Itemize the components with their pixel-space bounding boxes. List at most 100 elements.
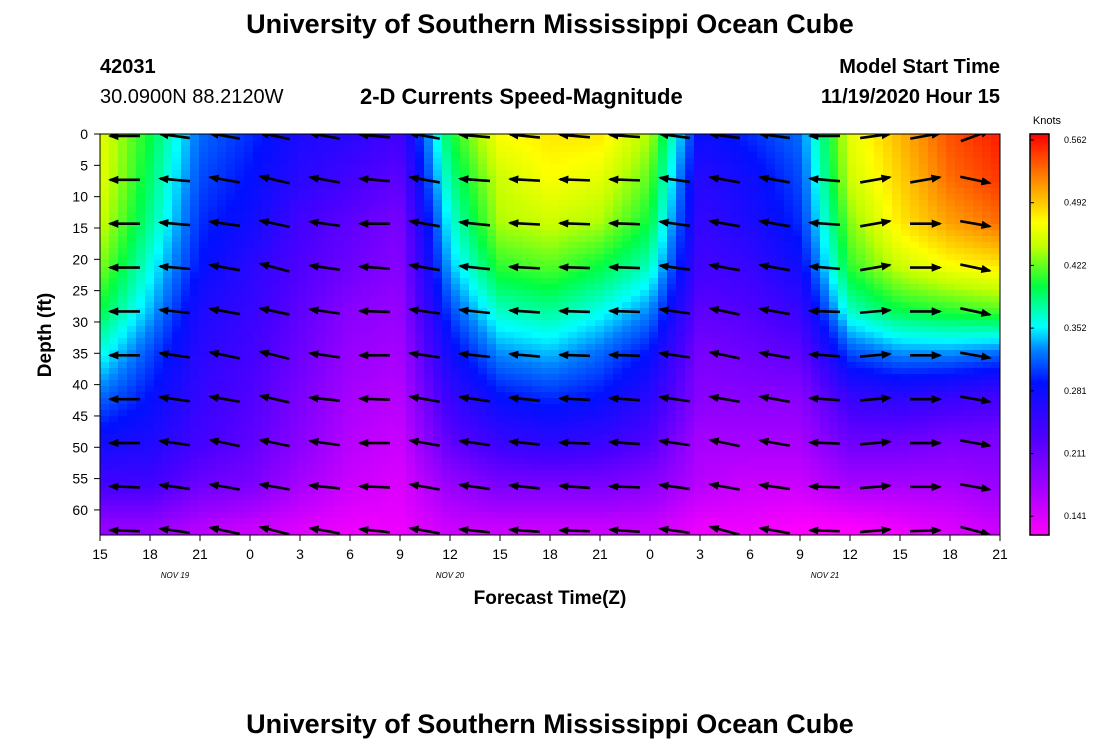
current-vector [859, 526, 893, 535]
current-vector [557, 219, 591, 228]
current-vector [807, 438, 841, 447]
current-vector [208, 349, 240, 360]
current-vector [960, 351, 992, 361]
current-vector [708, 437, 740, 448]
current-vector [658, 218, 691, 228]
current-vector [158, 134, 191, 140]
current-vector [860, 218, 892, 228]
y-tick-label: 15 [72, 220, 88, 236]
current-vector [960, 175, 992, 186]
footer-title: University of Southern Mississippi Ocean… [246, 709, 854, 739]
current-vectors [107, 134, 992, 535]
colorbar-tick-label: 0.562 [1064, 135, 1087, 145]
current-vector [607, 526, 641, 535]
current-vector [557, 175, 591, 184]
current-vector [158, 306, 191, 315]
current-vector [258, 261, 290, 273]
current-vector [507, 526, 541, 535]
current-vector [458, 481, 491, 491]
current-vector [607, 350, 641, 360]
current-vector [607, 134, 641, 140]
current-vector [807, 262, 841, 272]
current-vector [607, 219, 641, 228]
current-vector [758, 134, 791, 140]
current-vector [158, 481, 191, 491]
current-vector [557, 394, 591, 403]
current-vector [557, 307, 591, 316]
current-vector [158, 394, 191, 403]
current-vector [658, 437, 691, 447]
current-vector [308, 525, 340, 535]
current-vector [557, 526, 591, 535]
y-tick-label: 50 [72, 439, 88, 455]
current-vector [408, 437, 440, 447]
current-vector [157, 218, 191, 228]
current-vector [408, 262, 440, 272]
current-vector [607, 263, 641, 272]
colorbar-tick-label: 0.492 [1064, 198, 1087, 208]
current-vector [658, 394, 691, 403]
current-vector [960, 395, 992, 405]
y-tick-label: 55 [72, 471, 88, 487]
colorbar [1029, 133, 1050, 536]
y-tick-label: 30 [72, 314, 88, 330]
current-vector [758, 306, 790, 316]
current-vector [208, 525, 240, 535]
current-vector [408, 393, 440, 404]
colorbar-tick-label: 0.422 [1064, 260, 1087, 270]
current-vector [208, 306, 240, 316]
current-vector [158, 437, 191, 447]
current-vector [758, 174, 790, 184]
y-tick-label: 10 [72, 189, 88, 205]
y-tick-label: 25 [72, 283, 88, 299]
current-vector [308, 218, 341, 228]
current-vector [960, 482, 992, 493]
current-vector [758, 437, 790, 447]
current-vector [708, 481, 740, 491]
current-vector [658, 262, 691, 271]
current-vector [208, 437, 240, 448]
current-vector [807, 175, 841, 184]
current-vector [557, 263, 591, 272]
current-vector [408, 306, 441, 315]
current-vector [258, 218, 290, 229]
current-vector [960, 307, 992, 317]
current-vector [457, 175, 491, 184]
current-vector [607, 482, 641, 491]
current-vector [408, 481, 440, 491]
y-axis-label: Depth (ft) [35, 293, 56, 377]
current-vector [557, 350, 591, 360]
current-vector [807, 307, 841, 316]
current-vector [859, 350, 893, 359]
x-tick-label: 18 [942, 546, 958, 562]
current-vector [258, 481, 290, 491]
current-vector [758, 393, 790, 404]
current-vector [357, 394, 391, 404]
colorbar-tick-label: 0.211 [1064, 449, 1086, 459]
current-vector [508, 438, 541, 447]
current-vector [458, 306, 491, 315]
colorbar-tick-label: 0.281 [1064, 386, 1087, 396]
current-vector [357, 307, 391, 316]
x-tick-label: 12 [442, 546, 458, 562]
current-vector [859, 394, 893, 403]
current-vector [308, 394, 341, 403]
current-vector [408, 525, 440, 535]
current-vector [107, 526, 141, 535]
current-vector [859, 482, 893, 491]
date-label: NOV 20 [436, 571, 465, 580]
current-vector [458, 525, 491, 535]
current-vector [758, 525, 790, 535]
current-vector [458, 350, 491, 359]
current-vector [308, 437, 341, 447]
current-vector [860, 262, 892, 272]
current-vector [507, 306, 541, 316]
current-vector [308, 482, 341, 491]
current-vector [507, 263, 541, 272]
current-vector [607, 394, 641, 403]
current-vector [807, 482, 841, 491]
current-vector [658, 306, 691, 315]
current-vector [308, 174, 340, 184]
current-vector [708, 262, 740, 272]
current-vector [708, 174, 740, 184]
